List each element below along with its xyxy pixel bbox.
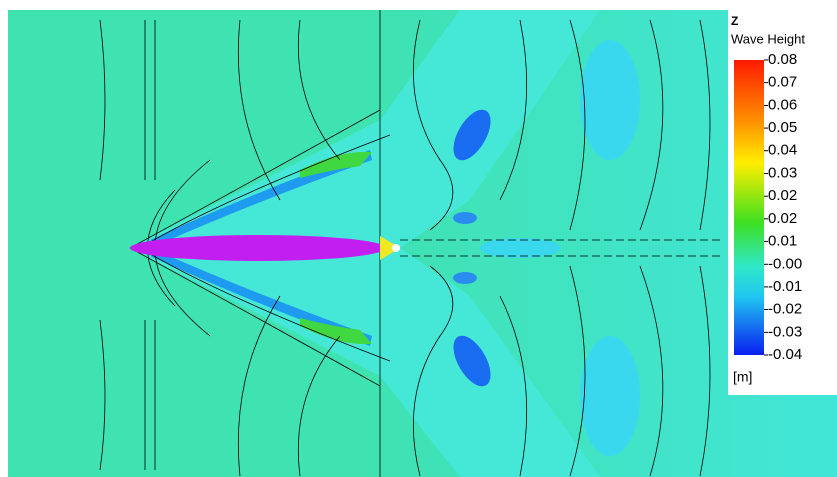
colorbar-tick-label: 0.04 [768, 142, 797, 159]
colorbar-tick-label: 0.05 [768, 119, 797, 136]
colorbar-tick-label: 0.06 [768, 96, 797, 113]
colorbar-tick-label: 0.03 [768, 165, 797, 182]
colorbar-tick-label: 0.01 [768, 232, 797, 249]
colorbar-tick-label: -0.00 [768, 255, 802, 272]
legend-title: Wave Height [731, 31, 805, 46]
legend: Z Wave Height [m] [728, 10, 837, 395]
colorbar-tick-label: -0.04 [768, 346, 802, 363]
colorbar-tick-label: 0.02 [768, 210, 797, 227]
colorbar-tick-label: -0.03 [768, 323, 802, 340]
colorbar-tick-label: -0.02 [768, 300, 802, 317]
legend-unit: [m] [733, 369, 752, 385]
colorbar-tick-label: 0.02 [768, 187, 797, 204]
colorbar-tick-label: 0.07 [768, 74, 797, 91]
legend-axis-label: Z [731, 14, 738, 28]
colorbar-tick-label: 0.08 [768, 51, 797, 68]
contour-field [8, 10, 837, 477]
colorbar-tick-label: -0.01 [768, 278, 802, 295]
colorbar [734, 60, 764, 355]
hull [130, 235, 386, 261]
